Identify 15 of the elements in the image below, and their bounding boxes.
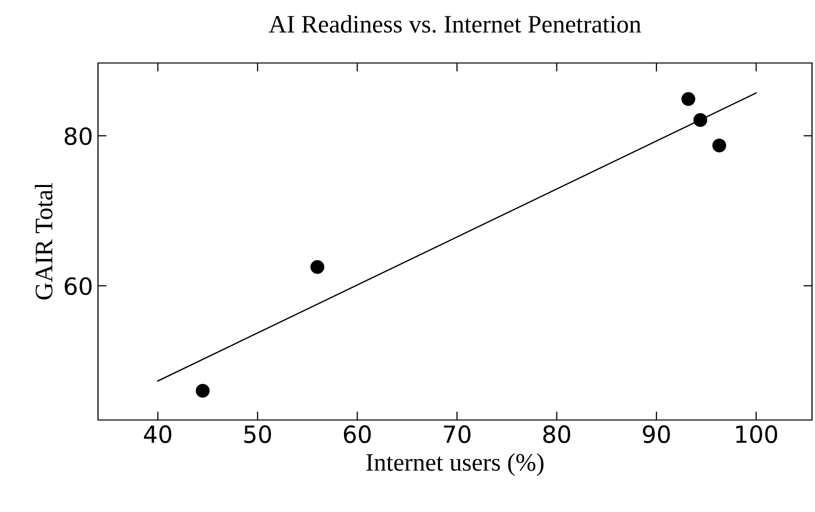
point <box>693 113 708 127</box>
x-tick-label: 100 <box>736 425 778 444</box>
x-tick-label: 40 <box>144 425 172 444</box>
point <box>196 384 210 398</box>
point <box>310 260 324 274</box>
point <box>712 138 726 152</box>
x-tick-label: 50 <box>244 425 272 444</box>
x-tick-label: 90 <box>642 425 670 444</box>
point <box>681 92 696 106</box>
y-axis-title: GAIR Total <box>34 183 52 300</box>
x-tick-label: 80 <box>543 425 570 444</box>
x-tick-label: 60 <box>344 425 371 444</box>
x-axis-title: Internet users (%) <box>366 453 544 476</box>
x-tick-label: 70 <box>444 425 470 444</box>
chart-title: AI Readiness vs. Internet Penetration <box>268 15 642 33</box>
